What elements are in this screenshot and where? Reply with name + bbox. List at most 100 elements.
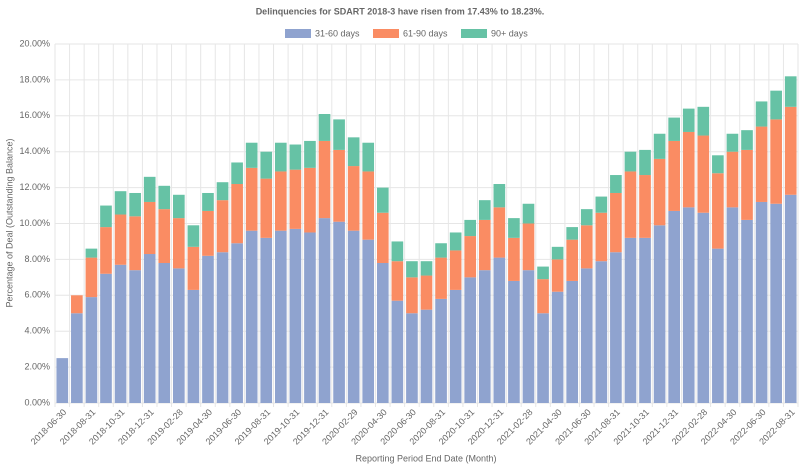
bar-segment	[449, 289, 462, 403]
bar-segment	[406, 261, 418, 278]
legend-label: 31-60 days	[315, 28, 360, 38]
bar-segment	[682, 131, 695, 208]
bar-segment	[362, 171, 375, 240]
bar-segment	[668, 210, 680, 403]
bar-segment	[653, 158, 666, 226]
bar-segment	[522, 203, 535, 224]
bar-segment	[537, 279, 549, 314]
bar-segment	[187, 225, 200, 247]
bar-segment	[85, 248, 98, 258]
bar-segment	[420, 261, 433, 276]
bar-segment	[610, 192, 622, 253]
y-tick-label: 12.00%	[19, 182, 50, 192]
bar-segment	[595, 212, 608, 262]
bar-segment	[697, 106, 710, 136]
x-axis-title: Reporting Period End Date (Month)	[355, 453, 496, 463]
bar-segment	[318, 140, 331, 219]
y-tick-label: 10.00%	[19, 218, 50, 228]
bar-segment	[493, 207, 506, 258]
bar-segment	[274, 230, 287, 403]
bar-segment	[260, 178, 273, 238]
bar-segment	[653, 133, 666, 159]
chart-title: Delinquencies for SDART 2018-3 have rise…	[256, 6, 545, 16]
bar-segment	[143, 254, 156, 403]
bar-segment	[143, 176, 156, 202]
bar-segment	[435, 243, 447, 258]
bar-segment	[391, 241, 404, 262]
bar-segment	[712, 173, 724, 249]
y-tick-label: 20.00%	[19, 38, 50, 48]
bar-segment	[406, 277, 418, 314]
bar-segment	[712, 248, 724, 403]
y-tick-label: 4.00%	[24, 326, 50, 336]
bar-segment	[100, 205, 112, 228]
bar-segment	[682, 207, 695, 403]
bar-segment	[274, 171, 287, 231]
bar-segment	[216, 252, 229, 403]
bar-segment	[173, 268, 185, 403]
bar-segment	[274, 142, 287, 172]
legend-label: 61-90 days	[403, 28, 448, 38]
bar-segment	[639, 237, 651, 403]
bar-segment	[420, 309, 433, 403]
bar-segment	[187, 246, 200, 290]
legend-swatch	[285, 29, 311, 38]
bar-segment	[231, 162, 243, 185]
bar-segment	[202, 255, 214, 403]
bar-segment	[566, 227, 579, 240]
bar-segment	[493, 257, 506, 403]
bar-segment	[362, 142, 375, 172]
bar-segment	[231, 243, 243, 403]
bar-segment	[668, 117, 680, 141]
bar-segment	[639, 149, 651, 176]
bar-segment	[71, 295, 83, 314]
bar-segment	[566, 239, 579, 281]
bar-segment	[551, 291, 564, 403]
bar-segment	[478, 200, 491, 220]
bar-segment	[755, 126, 768, 202]
bar-segment	[770, 203, 782, 403]
bar-segment	[158, 262, 171, 403]
bar-segment	[376, 262, 389, 403]
bar-segment	[362, 239, 375, 403]
bar-segment	[245, 167, 258, 231]
bar-segment	[522, 270, 535, 403]
bar-segment	[508, 237, 520, 281]
bar-segment	[595, 196, 608, 213]
bar-segment	[464, 236, 477, 278]
bar-segment	[639, 175, 651, 238]
bar-segment	[114, 214, 127, 265]
bar-segment	[333, 221, 345, 403]
bar-segment	[56, 358, 69, 403]
bar-segment	[653, 225, 666, 403]
bar-segment	[784, 194, 797, 403]
y-tick-label: 0.00%	[24, 397, 50, 407]
y-tick-label: 18.00%	[19, 74, 50, 84]
bar-segment	[100, 227, 112, 274]
bar-segment	[129, 192, 141, 217]
bar-segment	[260, 151, 273, 179]
bar-segment	[595, 261, 608, 403]
bar-segment	[289, 228, 302, 403]
bar-segment	[755, 101, 768, 127]
bar-segment	[420, 275, 433, 310]
bar-segment	[566, 280, 579, 403]
bar-segment	[697, 135, 710, 213]
y-axis-title: Percentage of Deal (Outstanding Balance)	[4, 138, 14, 307]
bar-segment	[712, 155, 724, 174]
legend-label: 90+ days	[491, 28, 528, 38]
bar-segment	[202, 210, 214, 256]
bar-segment	[580, 209, 593, 226]
y-tick-label: 8.00%	[24, 254, 50, 264]
bar-segment	[741, 219, 753, 403]
bar-segment	[391, 300, 404, 403]
bar-segment	[202, 192, 214, 211]
bar-segment	[755, 201, 768, 403]
bar-segment	[464, 277, 477, 403]
bar-segment	[449, 232, 462, 251]
bar-segment	[580, 268, 593, 403]
bar-segment	[391, 261, 404, 301]
bar-segment	[245, 142, 258, 168]
bar-segment	[537, 313, 549, 403]
